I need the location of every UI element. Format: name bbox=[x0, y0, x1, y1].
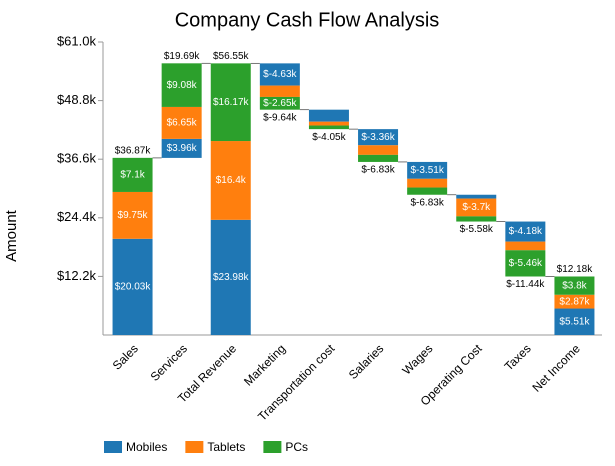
legend-swatch bbox=[185, 441, 204, 453]
bar-segment bbox=[308, 125, 349, 130]
bar-segment bbox=[259, 96, 300, 110]
segment-label: $9.08k bbox=[167, 80, 198, 91]
y-tick-label: $24.4k bbox=[57, 209, 97, 224]
bar-segment bbox=[456, 194, 497, 199]
bar-segment bbox=[210, 141, 251, 220]
segment-label: $-2.65k bbox=[263, 98, 297, 109]
bar-segment bbox=[112, 157, 153, 192]
x-tick-label: Sales bbox=[110, 341, 141, 372]
segment-label: $20.03k bbox=[115, 282, 152, 293]
bar-segment bbox=[456, 216, 497, 222]
x-tick-label: Net Income bbox=[530, 341, 584, 395]
bar-segment bbox=[358, 145, 399, 155]
x-tick-label: Salaries bbox=[346, 341, 387, 382]
bar-segment bbox=[161, 63, 202, 107]
bar-segment bbox=[358, 154, 399, 162]
segment-label: $23.98k bbox=[213, 272, 250, 283]
segment-label: $-3.51k bbox=[410, 165, 444, 176]
bar-segment bbox=[161, 138, 202, 158]
bar-segment bbox=[308, 109, 349, 122]
segment-label: $16.17k bbox=[213, 97, 250, 108]
segment-label: $-4.63k bbox=[263, 69, 297, 80]
segment-label: $2.87k bbox=[559, 296, 590, 307]
x-tick-label: Marketing bbox=[241, 341, 288, 388]
bar-segment bbox=[308, 121, 349, 126]
x-tick-label: Taxes bbox=[502, 341, 534, 373]
bar-segment bbox=[505, 241, 546, 251]
segment-label: $-4.18k bbox=[509, 226, 543, 237]
segment-label: $3.8k bbox=[562, 280, 587, 291]
bar-segment bbox=[259, 63, 300, 86]
bar-segment bbox=[210, 219, 251, 335]
total-label: $56.55k bbox=[213, 51, 250, 62]
bar-segment bbox=[554, 294, 595, 309]
total-label: $12.18k bbox=[557, 264, 594, 275]
total-label: $-4.05k bbox=[312, 132, 346, 143]
bar-segment bbox=[112, 191, 153, 239]
y-tick-label: $48.8k bbox=[57, 92, 97, 107]
y-tick-label: $61.0k bbox=[57, 33, 97, 48]
legend-swatch bbox=[104, 441, 122, 453]
total-label: $-6.83k bbox=[410, 197, 444, 208]
bar-segment bbox=[456, 198, 497, 217]
segment-label: $-5.46k bbox=[509, 258, 543, 269]
legend-label: Tablets bbox=[207, 440, 245, 454]
bar-segment bbox=[554, 276, 595, 295]
total-label: $36.87k bbox=[115, 146, 152, 157]
segment-label: $5.51k bbox=[559, 316, 590, 327]
y-tick-label: $12.2k bbox=[57, 268, 97, 283]
y-axis-title: Amount bbox=[3, 209, 20, 262]
total-label: $-11.44k bbox=[506, 279, 545, 290]
bar-segment bbox=[358, 129, 399, 146]
legend-swatch bbox=[263, 441, 282, 453]
x-tick-label: Services bbox=[148, 341, 190, 383]
x-tick-label: Wages bbox=[400, 341, 436, 377]
segment-label: $9.75k bbox=[118, 210, 149, 221]
legend-label: Mobiles bbox=[126, 440, 167, 454]
total-label: $-9.64k bbox=[263, 112, 297, 123]
segment-label: $7.1k bbox=[120, 170, 145, 181]
segment-label: $16.4k bbox=[216, 175, 247, 186]
total-label: $19.69k bbox=[164, 51, 201, 62]
segment-label: $6.65k bbox=[167, 118, 198, 129]
bar-segment bbox=[210, 63, 251, 142]
chart-title: Company Cash Flow Analysis bbox=[175, 9, 440, 31]
total-label: $-6.83k bbox=[361, 165, 395, 176]
bar-segment bbox=[112, 238, 153, 335]
bar-segment bbox=[407, 161, 448, 179]
bar-segment bbox=[407, 178, 448, 188]
bar-segment bbox=[505, 221, 546, 242]
segment-label: $-3.36k bbox=[361, 132, 395, 143]
total-label: $-5.58k bbox=[460, 224, 494, 235]
segment-label: $3.96k bbox=[167, 143, 198, 154]
bar-segment bbox=[407, 187, 448, 195]
legend-label: PCs bbox=[285, 440, 308, 454]
bar-segment bbox=[259, 85, 300, 97]
bar-segment bbox=[554, 308, 595, 335]
bar-segment bbox=[161, 106, 202, 139]
segment-label: $-3.7k bbox=[462, 202, 491, 213]
y-tick-label: $36.6k bbox=[57, 151, 97, 166]
bar-segment bbox=[505, 250, 546, 277]
